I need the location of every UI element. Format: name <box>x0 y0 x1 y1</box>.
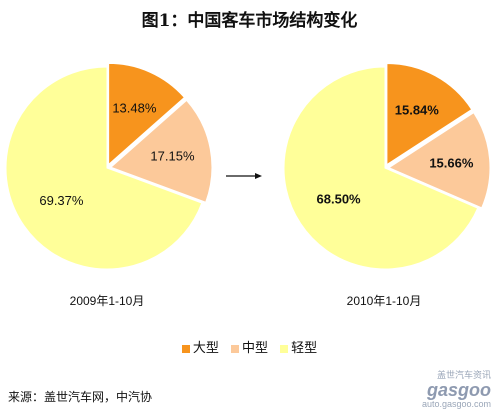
legend-item-light: 轻型 <box>280 337 317 356</box>
chart-title: 图1：中国客车市场结构变化 <box>141 11 358 31</box>
pie-slice-2009-light <box>5 66 203 270</box>
pie-slice-2010-medium <box>387 112 491 209</box>
pie-slice-2009-medium <box>109 99 213 203</box>
legend-item-large: 大型 <box>181 337 219 356</box>
pie-slice-2010-large <box>386 62 473 166</box>
legend-label-medium: 中型 <box>241 341 268 356</box>
pie-caption-2010: 2010年1-10月 <box>346 294 422 308</box>
watermark-brand: gasgoo <box>426 380 491 400</box>
source-note: 来源：盖世汽车网，中汽协 <box>8 390 153 404</box>
watermark-url: auto.gasgoo.com <box>421 399 491 409</box>
pie-slice-2009-large <box>108 62 186 166</box>
pie-chart-2009: 13.48% 17.15% 69.37% <box>5 62 213 270</box>
pie-chart-2010: 15.84% 15.66% 68.50% <box>283 62 491 270</box>
pie-label-2010-large: 15.84% <box>395 102 440 117</box>
pie-label-2009-large: 13.48% <box>112 100 157 115</box>
watermark-logo: 盖世汽车资讯 gasgoo auto.gasgoo.com <box>422 368 491 409</box>
pie-label-2009-medium: 17.15% <box>150 149 195 164</box>
pie-label-2010-light: 68.50% <box>317 191 362 206</box>
legend-label-light: 轻型 <box>291 341 318 356</box>
pie-caption-2009: 2009年1-10月 <box>69 294 145 308</box>
legend-label-large: 大型 <box>192 341 219 356</box>
watermark-cn: 盖世汽车资讯 <box>436 370 491 380</box>
legend-item-medium: 中型 <box>230 337 268 356</box>
legend-swatch-large <box>181 344 190 353</box>
transition-arrow <box>226 173 262 179</box>
pie-label-2009-light: 69.37% <box>39 193 84 208</box>
legend-swatch-medium <box>230 344 239 353</box>
pie-slice-2010-light <box>283 66 479 270</box>
pie-label-2010-medium: 15.66% <box>429 155 474 170</box>
legend: 大型 中型 轻型 <box>0 337 499 356</box>
legend-swatch-light <box>280 344 289 353</box>
